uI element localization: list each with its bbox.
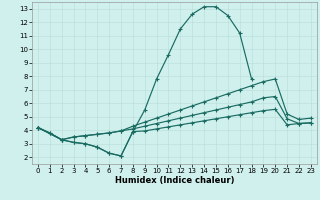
X-axis label: Humidex (Indice chaleur): Humidex (Indice chaleur) <box>115 176 234 185</box>
